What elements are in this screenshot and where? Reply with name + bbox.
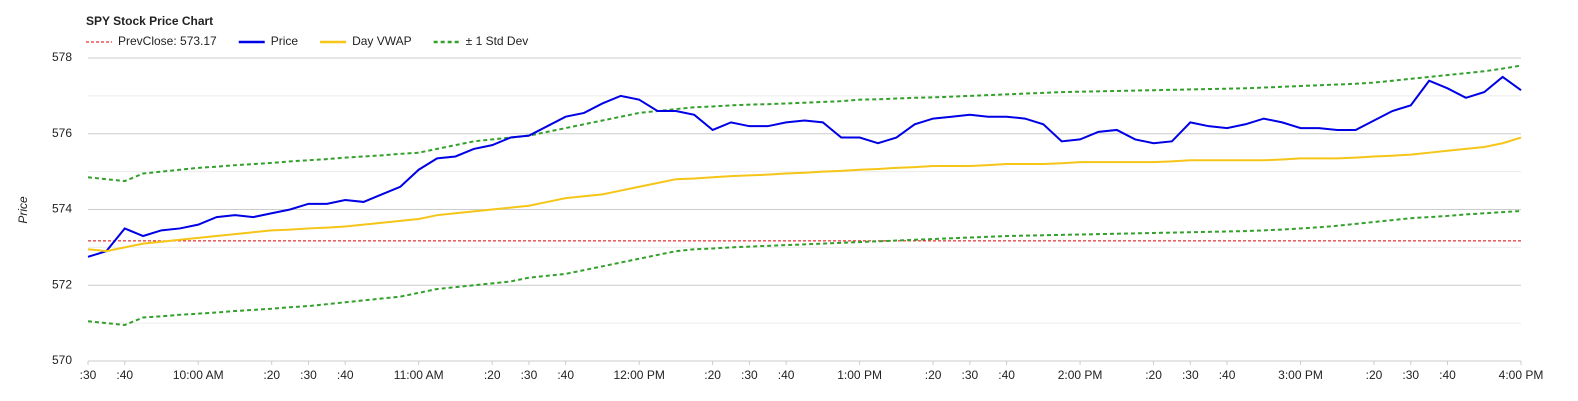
x-tick-label: :30 <box>1182 368 1199 382</box>
x-tick-label: 4:00 PM <box>1499 368 1544 382</box>
std-dev-upper <box>87 64 1522 183</box>
x-tick-label: :20 <box>1366 368 1383 382</box>
series-line <box>87 75 1522 258</box>
legend-label: Day VWAP <box>352 34 412 48</box>
x-tick-label: :20 <box>704 368 721 382</box>
y-tick-label: 576 <box>52 126 72 140</box>
x-tick-label: 11:00 AM <box>394 368 444 382</box>
x-tick-label: :30 <box>741 368 758 382</box>
x-tick-label: 2:00 PM <box>1058 368 1103 382</box>
x-tick-label: :30 <box>521 368 538 382</box>
x-tick-label: 3:00 PM <box>1278 368 1323 382</box>
y-tick-label: 578 <box>52 50 72 64</box>
legend-label: PrevClose: 573.17 <box>118 34 217 48</box>
legend-label: ± 1 Std Dev <box>466 34 529 48</box>
x-tick-label: 1:00 PM <box>837 368 882 382</box>
x-tick-label: 10:00 AM <box>173 368 224 382</box>
x-tick-label: :30 <box>80 368 97 382</box>
y-axis-label: Price <box>16 196 30 224</box>
x-tick-label: :20 <box>925 368 942 382</box>
x-tick-label: :20 <box>1145 368 1162 382</box>
y-tick-label: 572 <box>52 277 72 291</box>
y-tick-label: 574 <box>52 202 72 216</box>
x-tick-label: :40 <box>116 368 133 382</box>
legend-label: Price <box>271 34 299 48</box>
x-tick-label: :40 <box>1219 368 1236 382</box>
x-tick-label: :40 <box>337 368 354 382</box>
x-tick-label: :30 <box>300 368 317 382</box>
x-tick-label: :20 <box>263 368 280 382</box>
x-tick-label: :20 <box>484 368 501 382</box>
x-tick-label: :30 <box>962 368 979 382</box>
x-tick-label: :40 <box>998 368 1015 382</box>
std-dev-lower <box>87 210 1522 327</box>
x-tick-label: :40 <box>778 368 795 382</box>
x-tick-label: :40 <box>1439 368 1456 382</box>
chart-title: SPY Stock Price Chart <box>86 14 213 28</box>
series-line <box>87 136 1522 253</box>
x-tick-label: :30 <box>1402 368 1419 382</box>
x-tick-label: :40 <box>557 368 574 382</box>
y-tick-label: 570 <box>52 353 72 367</box>
x-tick-label: 12:00 PM <box>613 368 664 382</box>
